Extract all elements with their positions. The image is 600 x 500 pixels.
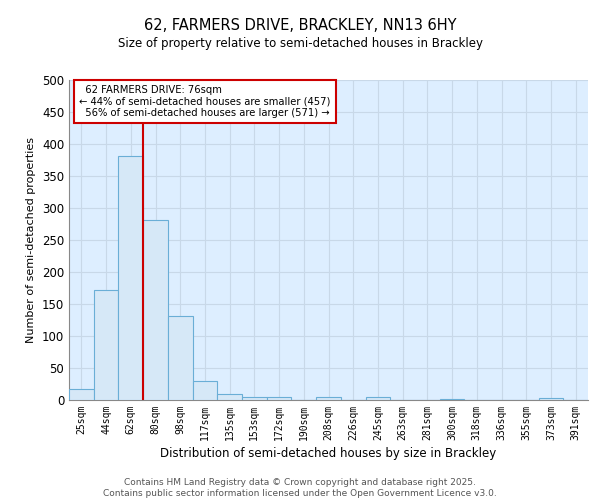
Bar [539, 398, 563, 400]
Bar [193, 381, 217, 400]
Text: 62, FARMERS DRIVE, BRACKLEY, NN13 6HY: 62, FARMERS DRIVE, BRACKLEY, NN13 6HY [144, 18, 456, 32]
Bar [242, 397, 267, 400]
Bar [440, 398, 464, 400]
X-axis label: Distribution of semi-detached houses by size in Brackley: Distribution of semi-detached houses by … [160, 447, 497, 460]
Bar [168, 316, 193, 400]
Bar [69, 389, 94, 400]
Text: Contains HM Land Registry data © Crown copyright and database right 2025.
Contai: Contains HM Land Registry data © Crown c… [103, 478, 497, 498]
Bar [316, 397, 341, 400]
Bar [267, 398, 292, 400]
Bar [94, 290, 118, 400]
Bar [217, 394, 242, 400]
Bar [118, 156, 143, 400]
Bar [365, 397, 390, 400]
Text: Size of property relative to semi-detached houses in Brackley: Size of property relative to semi-detach… [118, 38, 482, 51]
Text: 62 FARMERS DRIVE: 76sqm
← 44% of semi-detached houses are smaller (457)
  56% of: 62 FARMERS DRIVE: 76sqm ← 44% of semi-de… [79, 85, 331, 118]
Bar [143, 220, 168, 400]
Y-axis label: Number of semi-detached properties: Number of semi-detached properties [26, 137, 37, 343]
